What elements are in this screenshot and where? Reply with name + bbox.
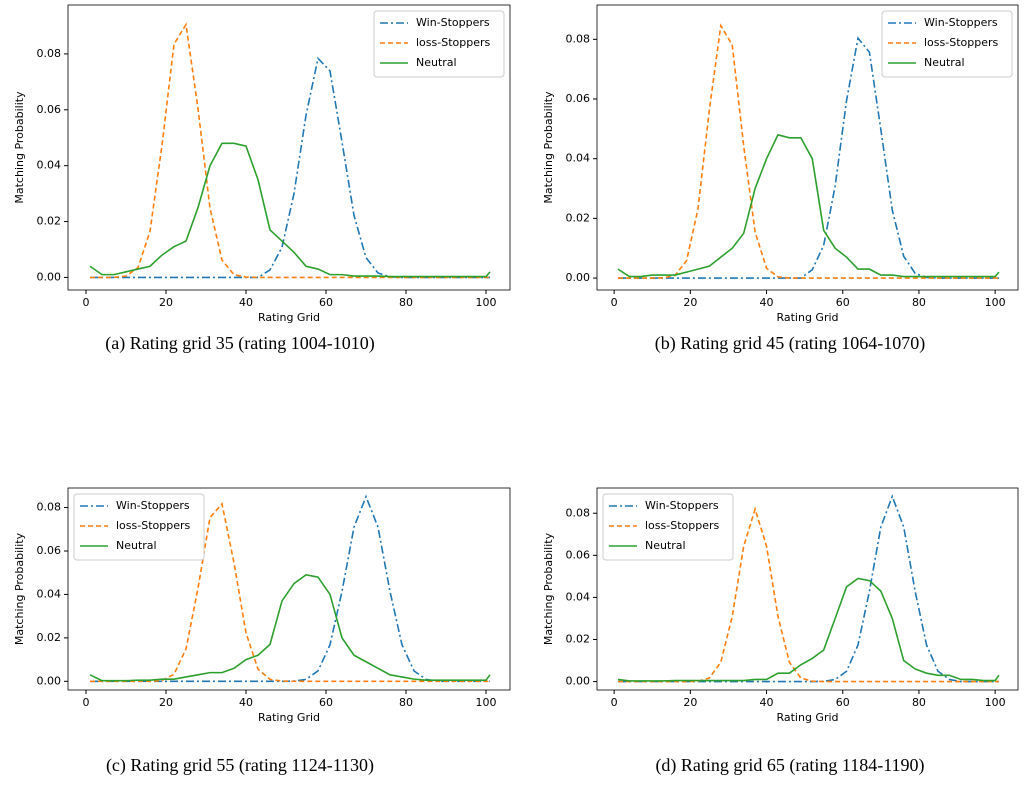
x-tick-label: 0	[83, 696, 90, 709]
legend-label: loss-Stoppers	[924, 36, 998, 49]
y-tick-label: 0.00	[37, 270, 62, 283]
legend-label: Win-Stoppers	[924, 16, 998, 29]
legend-label: Win-Stoppers	[116, 499, 190, 512]
caption: (b) Rating grid 45 (rating 1064-1070)	[655, 333, 925, 354]
y-tick-label: 0.08	[566, 506, 591, 519]
series-line	[89, 574, 491, 682]
x-tick-label: 60	[319, 696, 333, 709]
x-tick-label: 100	[476, 296, 497, 309]
series-line	[617, 133, 1000, 278]
y-tick-label: 0.04	[37, 587, 62, 600]
y-axis-label: Matching Probability	[542, 532, 555, 645]
plot-frame	[67, 487, 511, 691]
x-tick-label: 100	[985, 296, 1006, 309]
y-tick-label: 0.04	[566, 590, 591, 603]
x-tick-label: 20	[683, 696, 697, 709]
y-tick-label: 0.08	[37, 47, 62, 60]
y-tick-label: 0.06	[566, 548, 591, 561]
x-tick-label: 20	[159, 696, 173, 709]
x-axis-label: Rating Grid	[258, 711, 320, 724]
x-tick-label: 40	[760, 696, 774, 709]
series-line	[90, 502, 490, 683]
legend-label: Neutral	[645, 539, 686, 552]
series-line	[89, 142, 491, 278]
plot-frame	[596, 487, 1019, 691]
y-axis-label: Matching Probability	[542, 91, 555, 204]
x-tick-label: 80	[399, 296, 413, 309]
x-tick-label: 40	[239, 696, 253, 709]
legend-box	[881, 10, 1013, 78]
y-tick-label: 0.02	[37, 631, 62, 644]
caption: (c) Rating grid 55 (rating 1124-1130)	[106, 755, 374, 776]
plot-frame	[596, 4, 1019, 291]
x-tick-label: 0	[83, 296, 90, 309]
x-tick-label: 100	[985, 696, 1006, 709]
caption: (a) Rating grid 35 (rating 1004-1010)	[105, 333, 374, 354]
x-tick-label: 20	[683, 296, 697, 309]
legend-label: loss-Stoppers	[645, 519, 719, 532]
series-line	[617, 506, 999, 683]
x-tick-label: 20	[159, 296, 173, 309]
legend-box	[602, 493, 734, 561]
legend-label: loss-Stoppers	[116, 519, 190, 532]
caption: (d) Rating grid 65 (rating 1184-1190)	[655, 755, 924, 776]
x-tick-label: 0	[611, 696, 618, 709]
x-tick-label: 60	[836, 696, 850, 709]
y-tick-label: 0.00	[566, 271, 591, 284]
legend-box	[73, 493, 205, 561]
x-tick-label: 100	[476, 696, 497, 709]
legend-label: Neutral	[924, 56, 965, 69]
y-tick-label: 0.08	[566, 32, 591, 45]
y-axis-label: Matching Probability	[13, 532, 26, 645]
y-tick-label: 0.00	[37, 674, 62, 687]
y-tick-label: 0.00	[566, 675, 591, 688]
x-axis-label: Rating Grid	[776, 311, 838, 324]
legend-label: Neutral	[116, 539, 157, 552]
x-tick-label: 0	[611, 296, 618, 309]
y-tick-label: 0.04	[566, 152, 591, 165]
y-axis-label: Matching Probability	[13, 91, 26, 204]
series-line	[617, 577, 1000, 682]
series-line	[90, 56, 490, 279]
plot-frame	[67, 4, 511, 291]
y-tick-label: 0.02	[37, 215, 62, 228]
x-tick-label: 80	[912, 296, 926, 309]
x-tick-label: 40	[760, 296, 774, 309]
legend-label: Win-Stoppers	[416, 16, 490, 29]
legend-label: Win-Stoppers	[645, 499, 719, 512]
y-tick-label: 0.02	[566, 633, 591, 646]
x-tick-label: 40	[239, 296, 253, 309]
series-line	[90, 22, 490, 279]
x-tick-label: 80	[399, 696, 413, 709]
y-tick-label: 0.02	[566, 211, 591, 224]
series-line	[617, 23, 999, 279]
x-tick-label: 60	[319, 296, 333, 309]
x-tick-label: 60	[836, 296, 850, 309]
legend-label: Neutral	[416, 56, 457, 69]
y-tick-label: 0.04	[37, 159, 62, 172]
x-axis-label: Rating Grid	[776, 711, 838, 724]
legend-box	[373, 10, 505, 78]
y-tick-label: 0.06	[37, 103, 62, 116]
y-tick-label: 0.08	[37, 501, 62, 514]
x-tick-label: 80	[912, 696, 926, 709]
x-axis-label: Rating Grid	[258, 311, 320, 324]
legend-label: loss-Stoppers	[416, 36, 490, 49]
y-tick-label: 0.06	[37, 544, 62, 557]
y-tick-label: 0.06	[566, 92, 591, 105]
